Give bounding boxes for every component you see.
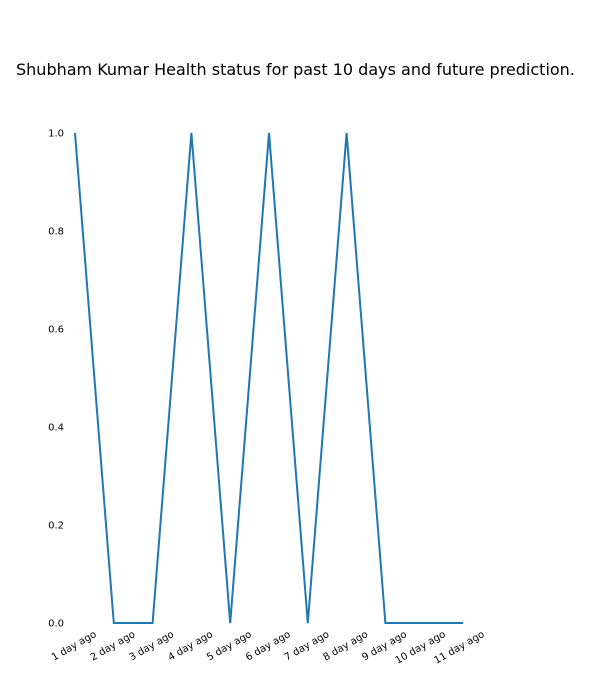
y-axis-ticks: 0.0 0.2 0.4 0.6 0.8 1.0 (48, 129, 64, 630)
y-tick-label: 0.2 (48, 521, 64, 532)
y-tick-label: 0.4 (48, 423, 64, 434)
y-tick-label: 0.8 (48, 227, 64, 238)
y-tick-label: 0.6 (48, 325, 64, 336)
y-tick-label: 1.0 (48, 129, 64, 140)
series-line (74, 132, 463, 624)
y-tick-label: 0.0 (48, 619, 64, 630)
chart-title: Shubham Kumar Health status for past 10 … (16, 60, 575, 79)
